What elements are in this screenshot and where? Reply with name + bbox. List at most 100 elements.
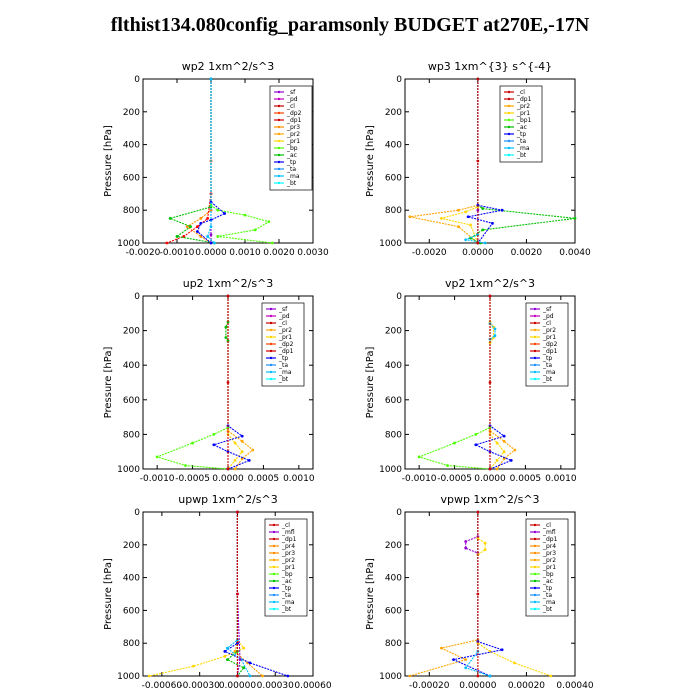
series-point: [213, 241, 216, 245]
series-point: [495, 467, 499, 471]
legend-label: _pd: [278, 313, 290, 320]
series-line: [409, 79, 479, 244]
legend-label: _tp: [542, 585, 552, 592]
legend-label: _ma: [542, 369, 556, 376]
legend-label: _ma: [286, 173, 300, 180]
legend-marker: [272, 607, 276, 611]
y-tick-label: 0: [134, 508, 140, 518]
series-point: [453, 441, 456, 445]
y-tick-label: 1000: [117, 465, 140, 475]
series-point: [224, 325, 228, 329]
legend-label: _bp1: [516, 117, 532, 124]
legend-marker: [533, 593, 537, 597]
legend-label: _ta: [286, 166, 296, 173]
y-axis-label: Pressure [hPa]: [103, 347, 114, 419]
legend-label: _tp: [516, 131, 526, 138]
series-line: [489, 321, 495, 344]
y-tick-label: 200: [385, 541, 402, 551]
legend-label: _dp1: [286, 117, 302, 124]
series-line: [465, 512, 479, 554]
series-point: [253, 228, 257, 232]
series-point: [493, 334, 497, 338]
legend-label: _pr2: [516, 103, 530, 110]
y-tick-label: 800: [385, 206, 402, 216]
x-tick-label: 0.00000: [219, 681, 256, 691]
plot-frame: [142, 78, 314, 244]
legend-label: _pr1: [516, 110, 530, 117]
series-point: [209, 208, 213, 212]
series-point: [168, 217, 172, 220]
legend-label: _ta: [516, 138, 526, 145]
series-point: [247, 458, 251, 462]
legend-marker: [272, 544, 276, 548]
plot-frame: [142, 511, 314, 677]
series-point: [440, 646, 443, 650]
legend-marker: [533, 572, 537, 576]
series-point: [483, 541, 487, 545]
y-tick-label: 1000: [117, 239, 140, 249]
series-point: [233, 458, 237, 462]
series-point: [493, 327, 497, 331]
legend-marker: [533, 565, 537, 569]
series-point: [233, 467, 237, 471]
y-tick-label: 200: [123, 108, 140, 118]
legend-label: _bt: [278, 376, 289, 383]
series-point: [147, 674, 151, 678]
y-tick-label: 600: [123, 173, 140, 183]
series-point: [224, 336, 228, 339]
series-point: [212, 433, 216, 436]
y-axis-label: Pressure [hPa]: [365, 558, 376, 630]
series-point: [481, 228, 485, 232]
legend-label: _dp2: [278, 341, 294, 348]
legend-marker: [272, 572, 276, 576]
legend-label: _pr1: [278, 334, 292, 341]
y-tick-label: 800: [123, 639, 140, 649]
series-point: [191, 664, 195, 668]
series-point: [464, 658, 468, 661]
legend-marker: [533, 314, 537, 318]
chart-panel: wp2 1xm^2/s^3 Pressure [hPa] 0 200 400 600 800…: [103, 60, 329, 258]
x-tick-label: 0.0010: [283, 474, 315, 484]
x-tick-label: 0.0000: [462, 248, 494, 258]
legend-marker: [272, 600, 276, 604]
series-point: [184, 464, 187, 467]
panel-title: upwp 1xm^2/s^3: [178, 493, 278, 506]
legend-marker: [533, 349, 537, 353]
series-point: [182, 235, 186, 238]
series-point: [251, 448, 255, 452]
series-point: [502, 439, 506, 443]
legend-label: _dp1: [542, 348, 558, 355]
series-point: [417, 455, 421, 459]
y-axis-label: Pressure [hPa]: [365, 347, 376, 419]
series-point: [464, 540, 468, 543]
series-point: [248, 661, 252, 665]
series-point: [236, 641, 239, 645]
series-line: [463, 79, 486, 244]
series-point: [495, 441, 499, 445]
series-point: [549, 674, 553, 678]
legend-label: _cl: [286, 103, 295, 110]
chart-panel: up2 1xm^2/s^3 Pressure [hPa] 0 200 400 600 800…: [103, 277, 315, 484]
y-tick-label: 600: [385, 173, 402, 183]
legend-marker: [272, 537, 276, 541]
series-point: [226, 429, 230, 433]
series-point: [206, 217, 210, 220]
legend-label: _cl: [542, 522, 551, 529]
legend-label: _tp: [286, 159, 296, 166]
legend-label: _pr3: [542, 550, 556, 557]
series-point: [233, 441, 237, 445]
series-line: [477, 512, 486, 556]
series-point: [500, 648, 504, 652]
series-point: [216, 208, 220, 212]
legend-marker: [269, 321, 273, 325]
legend-marker: [272, 579, 276, 583]
x-tick-label: -0.00030: [179, 681, 220, 691]
legend-label: _ac: [542, 578, 553, 585]
x-tick-label: 0.0030: [297, 248, 329, 258]
series-point: [242, 646, 246, 650]
series-point: [223, 212, 227, 215]
x-tick-label: 0.00040: [556, 681, 593, 691]
legend-marker: [533, 342, 537, 346]
series-point: [236, 510, 239, 514]
